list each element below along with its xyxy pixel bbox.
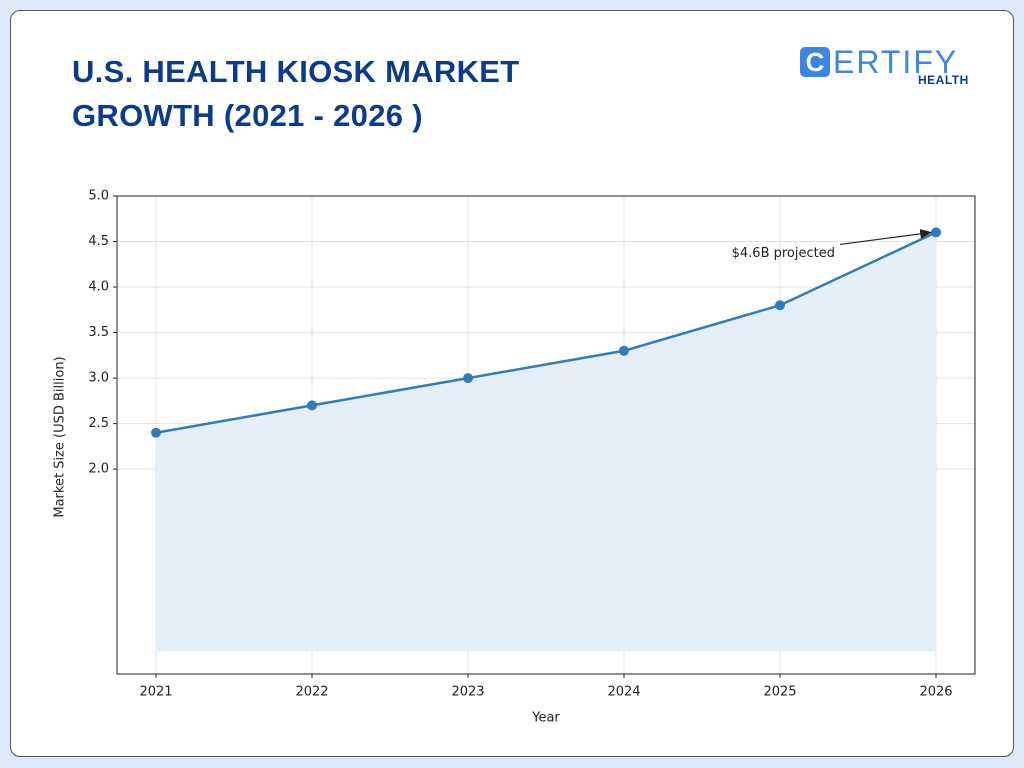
annotation: $4.6B projected xyxy=(732,246,835,261)
logo-word: ERTIFY xyxy=(833,44,959,80)
title-line: GROWTH (2021 - 2026 ) xyxy=(72,98,423,133)
x-tick-label: 2025 xyxy=(763,685,796,700)
y-tick-label: 3.5 xyxy=(88,325,109,340)
point xyxy=(775,300,785,311)
y-axis-label: Market Size (USD Billion) xyxy=(53,356,68,517)
x-tick-label: 2022 xyxy=(295,685,328,700)
y-tick-label: 5.0 xyxy=(88,189,109,204)
y-tick-label: 3.0 xyxy=(88,371,109,386)
annotation-arrow xyxy=(839,229,933,246)
title-line: U.S. HEALTH KIOSK MARKET xyxy=(72,54,520,89)
x-tick-label: 2021 xyxy=(139,685,172,700)
point xyxy=(463,373,473,384)
area xyxy=(156,232,936,652)
x-tick-label: 2026 xyxy=(919,685,952,700)
point xyxy=(931,227,941,238)
line xyxy=(155,231,937,434)
title: U.S. HEALTH KIOSK MARKET GROWTH (2021 - … xyxy=(72,50,520,138)
point xyxy=(151,427,161,438)
y-tick-label: 4.5 xyxy=(88,234,109,249)
x-tick-label: 2024 xyxy=(607,685,640,700)
x-tick-label: 2023 xyxy=(451,685,484,700)
logo-mark: C xyxy=(800,47,830,77)
y-tick-label: 2.5 xyxy=(88,416,109,431)
y-tick-label: 2.0 xyxy=(88,462,109,477)
point xyxy=(619,345,629,356)
logo-sub: HEALTH xyxy=(918,73,969,87)
plot-frame xyxy=(116,195,976,675)
point xyxy=(307,400,317,411)
x-axis-label: Year xyxy=(531,711,560,726)
y-tick-label: 4.0 xyxy=(88,280,109,295)
logo: C ERTIFY HEALTH xyxy=(800,44,975,90)
